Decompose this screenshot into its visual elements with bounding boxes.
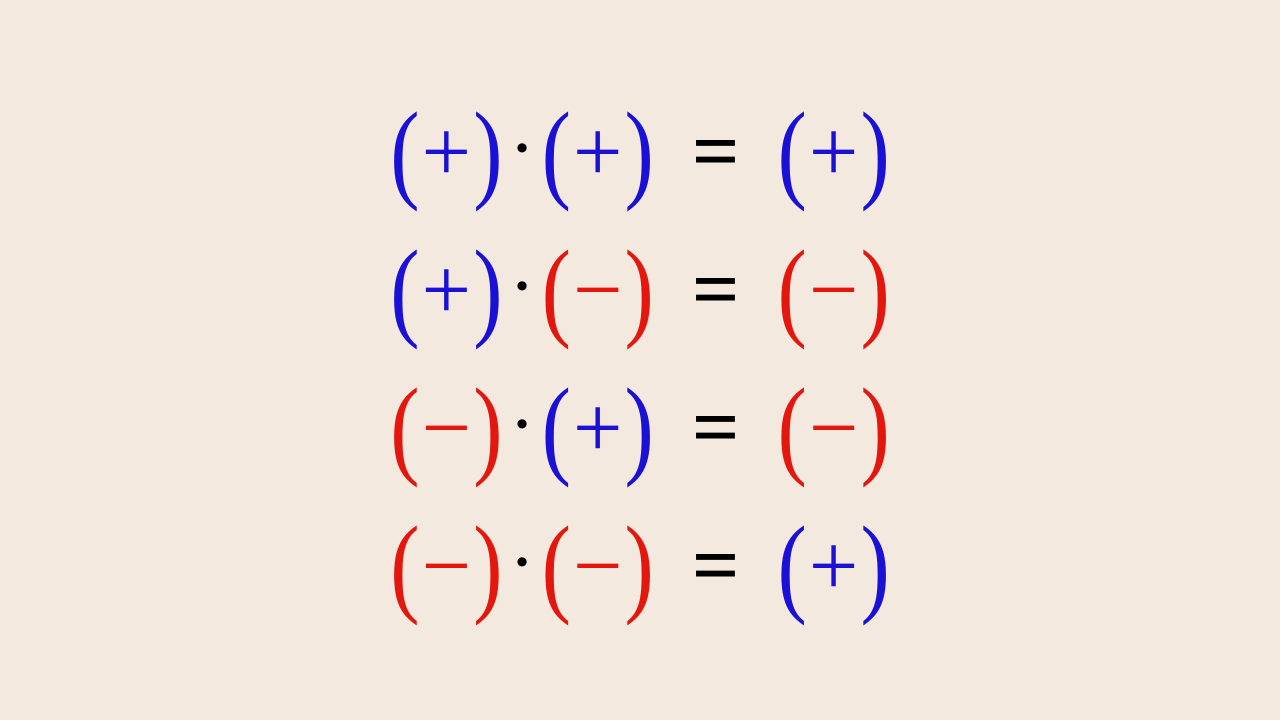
plus-sign: +: [807, 523, 861, 611]
term-right: (+): [542, 109, 654, 197]
close-paren: ): [860, 236, 889, 346]
open-paren: (: [777, 98, 806, 208]
term-right: (−): [542, 523, 654, 611]
multiply-dot: ·: [503, 534, 542, 591]
plus-sign: +: [571, 109, 625, 197]
plus-sign: +: [807, 109, 861, 197]
close-paren: ): [860, 512, 889, 622]
sign-rules-grid: (+)·(+)=(+)(+)·(−)=(−)(−)·(+)=(−)(−)·(−)…: [390, 109, 890, 611]
open-paren: (: [542, 98, 571, 208]
open-paren: (: [777, 512, 806, 622]
rule-row-2: (+)·(−)=(−): [390, 247, 890, 335]
term-left: (−): [390, 523, 502, 611]
close-paren: ): [473, 98, 502, 208]
equals-sign: =: [654, 387, 778, 471]
term-result: (−): [777, 385, 889, 473]
rule-row-1: (+)·(+)=(+): [390, 109, 890, 197]
close-paren: ): [625, 236, 654, 346]
open-paren: (: [777, 374, 806, 484]
open-paren: (: [390, 512, 419, 622]
open-paren: (: [777, 236, 806, 346]
term-result: (+): [777, 523, 889, 611]
minus-sign: −: [420, 385, 474, 473]
multiply-dot: ·: [503, 120, 542, 177]
close-paren: ): [860, 98, 889, 208]
minus-sign: −: [420, 523, 474, 611]
open-paren: (: [542, 374, 571, 484]
open-paren: (: [542, 236, 571, 346]
equals-sign: =: [654, 525, 778, 609]
close-paren: ): [625, 98, 654, 208]
minus-sign: −: [807, 247, 861, 335]
equals-sign: =: [654, 111, 778, 195]
plus-sign: +: [420, 247, 474, 335]
open-paren: (: [542, 512, 571, 622]
term-left: (−): [390, 385, 502, 473]
term-right: (+): [542, 385, 654, 473]
term-result: (−): [777, 247, 889, 335]
open-paren: (: [390, 374, 419, 484]
equals-sign: =: [654, 249, 778, 333]
term-right: (−): [542, 247, 654, 335]
close-paren: ): [625, 512, 654, 622]
plus-sign: +: [571, 385, 625, 473]
rule-row-3: (−)·(+)=(−): [390, 385, 890, 473]
close-paren: ): [473, 236, 502, 346]
open-paren: (: [390, 98, 419, 208]
term-result: (+): [777, 109, 889, 197]
term-left: (+): [390, 109, 502, 197]
rule-row-4: (−)·(−)=(+): [390, 523, 890, 611]
multiply-dot: ·: [503, 396, 542, 453]
multiply-dot: ·: [503, 258, 542, 315]
open-paren: (: [390, 236, 419, 346]
close-paren: ): [473, 512, 502, 622]
minus-sign: −: [571, 247, 625, 335]
term-left: (+): [390, 247, 502, 335]
close-paren: ): [860, 374, 889, 484]
plus-sign: +: [420, 109, 474, 197]
minus-sign: −: [807, 385, 861, 473]
close-paren: ): [473, 374, 502, 484]
minus-sign: −: [571, 523, 625, 611]
close-paren: ): [625, 374, 654, 484]
